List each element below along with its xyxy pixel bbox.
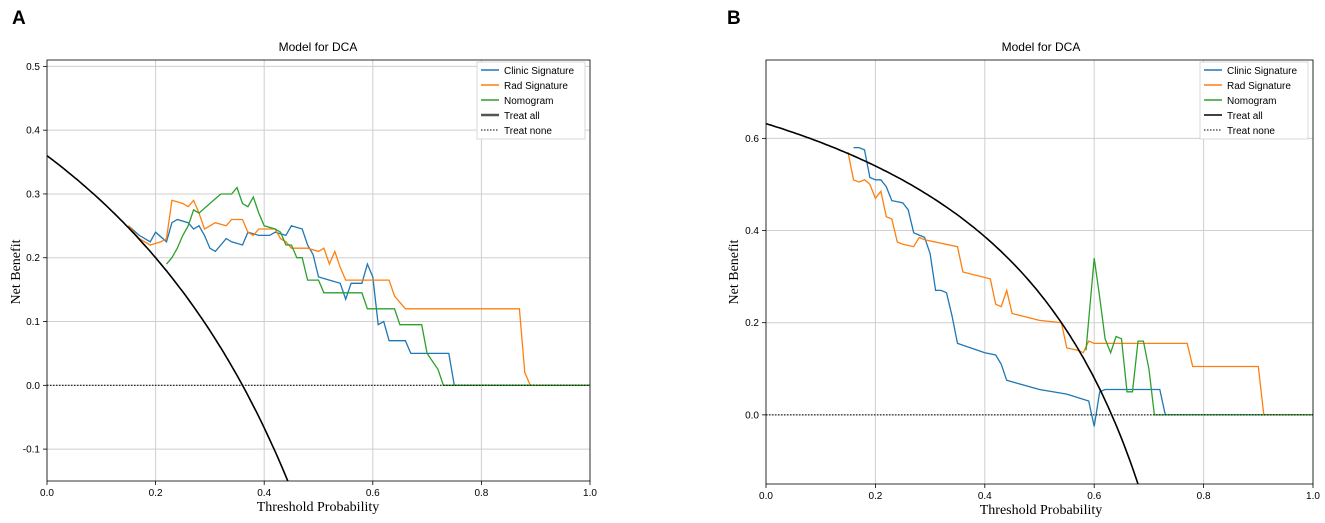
x-tick-label: 0.8 [1197, 491, 1211, 502]
y-tick-label: 0.2 [745, 318, 759, 329]
series-a [47, 155, 590, 481]
x-tick-label: 0.8 [474, 488, 488, 499]
y-tick-label: 0.0 [26, 381, 40, 392]
legend-item-nomogram: Nomogram [504, 96, 553, 107]
series-clinic-signature-line [127, 218, 590, 386]
series-clinic-signature-line [853, 146, 1313, 427]
x-tick-label: 0.2 [868, 491, 882, 502]
y-axis-label-a: Net Benefit [9, 239, 24, 304]
x-tick-label: 0.4 [978, 491, 992, 502]
x-tick-label: 0.2 [149, 488, 163, 499]
legend-item-treat-none: Treat none [1227, 126, 1275, 137]
legend-item-clinic: Clinic Signature [504, 66, 574, 77]
y-tick-label: 0.1 [26, 317, 40, 328]
y-tick-label: -0.1 [23, 445, 41, 456]
legend-item-treat-none: Treat none [504, 126, 552, 137]
y-tick-label: 0.2 [26, 253, 40, 264]
series-rad-signature-line [847, 152, 1313, 416]
x-tick-label: 0.4 [257, 488, 271, 499]
x-tick-label: 0.0 [759, 491, 773, 502]
series-nomogram-line [1085, 258, 1313, 416]
legend-item-treat-all: Treat all [1227, 111, 1263, 122]
x-axis-label-a: Threshold Probability [257, 500, 380, 515]
x-axis-label-b: Threshold Probability [980, 503, 1103, 518]
legend-b: Clinic Signature Rad Signature Nomogram … [1199, 61, 1309, 140]
x-tick-label: 1.0 [1306, 491, 1320, 502]
plot-frame-a [46, 59, 591, 482]
y-tick-label: 0.4 [745, 226, 759, 237]
legend-item-nomogram: Nomogram [1227, 96, 1276, 107]
y-axis-label-b: Net Benefit [727, 239, 742, 304]
legend-item-clinic: Clinic Signature [1227, 66, 1297, 77]
series-treat-all-line [766, 122, 1139, 484]
panel-label-b: B [727, 8, 741, 29]
y-tick-label: 0.6 [745, 134, 759, 145]
ticks-b: 0.0 0.2 0.4 0.6 0.8 1.0 0.6 0.4 0.2 0.0 [745, 134, 1320, 502]
y-tick-label: 0.0 [745, 410, 759, 421]
chart-title-b: Model for DCA [1002, 40, 1081, 54]
legend-item-rad: Rad Signature [504, 81, 568, 92]
series-treat-all-line [47, 155, 289, 481]
x-tick-label: 0.0 [40, 488, 54, 499]
legend-item-rad: Rad Signature [1227, 81, 1291, 92]
series-nomogram-line [166, 186, 590, 386]
x-tick-label: 0.6 [1087, 491, 1101, 502]
legend-item-treat-all: Treat all [504, 111, 540, 122]
panel-a: A Model for DCA Threshold Probability Ne… [9, 8, 597, 515]
plot-frame-b [765, 59, 1314, 485]
x-tick-label: 1.0 [583, 488, 597, 499]
y-tick-label: 0.4 [26, 126, 40, 137]
panel-label-a: A [12, 8, 26, 29]
x-tick-label: 0.6 [366, 488, 380, 499]
series-b [766, 122, 1313, 484]
ticks-a: 0.0 0.2 0.4 0.6 0.8 1.0 0.5 0.4 0.3 0.2 0.1 0.0 -0.1 [23, 62, 598, 499]
y-tick-label: 0.3 [26, 189, 40, 200]
legend-a: Clinic Signature Rad Signature Nomogram … [476, 61, 586, 140]
chart-title-a: Model for DCA [279, 40, 358, 54]
panel-b: B Model for DCA Threshold Probability Ne… [727, 8, 1320, 518]
y-tick-label: 0.5 [26, 62, 40, 73]
